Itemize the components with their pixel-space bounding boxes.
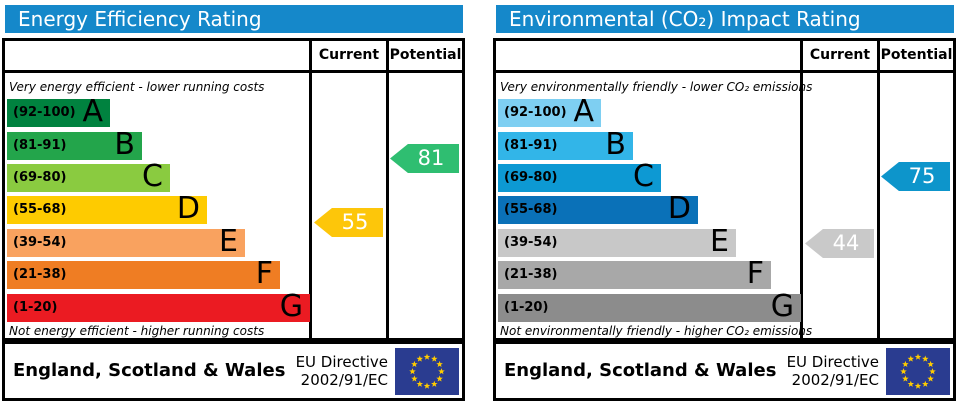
potential-column-header: Potential: [389, 47, 462, 63]
band-d: (55-68) D: [498, 191, 698, 226]
band-f: (21-38) F: [7, 256, 280, 291]
bottom-note: Not energy efficient - higher running co…: [9, 324, 265, 338]
potential-rating-value: 81: [417, 146, 445, 170]
band-g: (1-20) G: [498, 289, 801, 324]
band-range: (39-54): [13, 235, 67, 250]
eu-directive-line1: EU Directive: [295, 353, 388, 371]
band-range: (69-80): [13, 170, 67, 185]
band-a: (92-100) A: [498, 94, 601, 129]
band-grade: E: [710, 224, 729, 259]
column-divider: [309, 38, 312, 341]
band-range: (21-38): [13, 267, 67, 282]
band-a: (92-100) A: [7, 94, 110, 129]
potential-rating-value: 75: [908, 164, 936, 188]
eu-flag-icon: [395, 348, 459, 395]
current-rating-value: 44: [832, 231, 860, 255]
band-g: (1-20) G: [7, 289, 310, 324]
band-range: (92-100): [13, 105, 76, 120]
energy-efficiency-panel: Energy Efficiency Rating Current Potenti…: [0, 0, 466, 404]
band-range: (1-20): [504, 300, 549, 315]
band-b: (81-91) B: [498, 127, 633, 162]
region-label: England, Scotland & Wales: [504, 360, 777, 381]
band-range: (55-68): [504, 202, 558, 217]
band-d: (55-68) D: [7, 191, 207, 226]
band-c: (69-80) C: [498, 159, 661, 194]
band-range: (39-54): [504, 235, 558, 250]
eu-directive-line1: EU Directive: [786, 353, 879, 371]
eu-directive-label: EU Directive 2002/91/EC: [296, 353, 388, 389]
current-column-header: Current: [809, 47, 871, 63]
eu-directive-label: EU Directive 2002/91/EC: [787, 353, 879, 389]
current-rating-value: 55: [341, 210, 369, 234]
environmental-panel-title: Environmental (CO₂) Impact Rating: [496, 5, 954, 33]
band-range: (81-91): [504, 138, 558, 153]
band-grade: G: [279, 289, 303, 324]
band-grade: F: [255, 256, 273, 291]
band-grade: B: [605, 127, 626, 162]
band-b: (81-91) B: [7, 127, 142, 162]
column-divider: [386, 38, 389, 341]
region-label: England, Scotland & Wales: [13, 360, 286, 381]
panel-footer: England, Scotland & Wales EU Directive 2…: [2, 341, 465, 401]
band-grade: F: [746, 256, 764, 291]
environmental-impact-panel: Environmental (CO₂) Impact Rating Curren…: [491, 0, 957, 404]
eu-directive-line2: 2002/91/EC: [791, 371, 879, 389]
band-e: (39-54) E: [7, 224, 245, 259]
top-note: Very energy efficient - lower running co…: [9, 80, 265, 94]
band-grade: A: [82, 94, 103, 129]
column-divider: [800, 38, 803, 341]
panel-footer: England, Scotland & Wales EU Directive 2…: [493, 341, 956, 401]
band-grade: D: [667, 191, 691, 226]
band-grade: C: [142, 159, 163, 194]
band-range: (21-38): [504, 267, 558, 282]
eu-directive-line2: 2002/91/EC: [300, 371, 388, 389]
top-note: Very environmentally friendly - lower CO…: [500, 80, 813, 94]
energy-panel-title: Energy Efficiency Rating: [5, 5, 463, 33]
column-divider: [877, 38, 880, 341]
band-grade: A: [573, 94, 594, 129]
table-header-divider: [493, 70, 956, 73]
band-range: (81-91): [13, 138, 67, 153]
band-grade: B: [114, 127, 135, 162]
band-c: (69-80) C: [7, 159, 170, 194]
band-grade: D: [176, 191, 200, 226]
potential-rating-arrow: 81: [390, 144, 459, 173]
band-e: (39-54) E: [498, 224, 736, 259]
bottom-note: Not environmentally friendly - higher CO…: [500, 324, 813, 338]
band-grade: G: [770, 289, 794, 324]
band-range: (69-80): [504, 170, 558, 185]
band-range: (1-20): [13, 300, 58, 315]
band-grade: C: [633, 159, 654, 194]
band-range: (55-68): [13, 202, 67, 217]
band-grade: E: [219, 224, 238, 259]
band-range: (92-100): [504, 105, 567, 120]
table-header-divider: [2, 70, 465, 73]
eu-flag-icon: [886, 348, 950, 395]
current-column-header: Current: [318, 47, 380, 63]
band-f: (21-38) F: [498, 256, 771, 291]
potential-column-header: Potential: [880, 47, 953, 63]
